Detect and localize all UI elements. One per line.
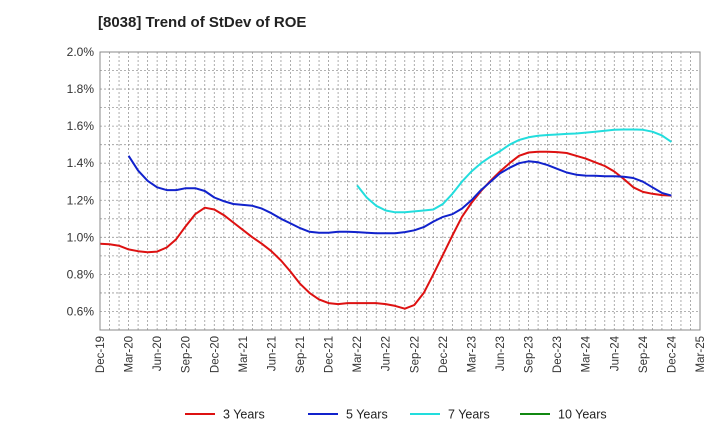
x-tick-label: Jun-22 bbox=[381, 336, 393, 371]
x-tick-label: Sep-23 bbox=[524, 336, 536, 373]
x-tick-label: Dec-22 bbox=[438, 336, 450, 373]
x-tick-label: Dec-24 bbox=[666, 335, 678, 373]
x-tick-label: Dec-21 bbox=[324, 336, 336, 373]
x-tick-label: Mar-22 bbox=[352, 336, 364, 372]
x-tick-label: Dec-23 bbox=[552, 336, 564, 373]
chart-title: [8038] Trend of StDev of ROE bbox=[98, 14, 307, 31]
y-tick-label: 2.0% bbox=[67, 45, 95, 59]
legend-label: 5 Years bbox=[346, 408, 388, 422]
x-tick-label: Mar-20 bbox=[124, 336, 136, 372]
y-tick-label: 0.6% bbox=[67, 304, 95, 318]
x-tick-label: Mar-24 bbox=[581, 335, 593, 372]
series-line-5-years bbox=[127, 155, 672, 235]
legend: 3 Years 5 Years 7 Years 10 Years bbox=[185, 408, 607, 422]
x-tick-label: Mar-23 bbox=[466, 336, 478, 372]
x-tick-label: Mar-21 bbox=[238, 336, 250, 372]
x-tick-label: Sep-24 bbox=[638, 335, 650, 373]
x-tick-label: Jun-23 bbox=[495, 336, 507, 371]
x-tick-label: Sep-21 bbox=[295, 336, 307, 373]
y-tick-label: 1.2% bbox=[67, 193, 95, 207]
series-line-3-years bbox=[99, 150, 672, 310]
plot-frame bbox=[99, 51, 701, 331]
x-tick-label: Mar-25 bbox=[695, 336, 707, 372]
y-axis-ticks: 0.6% 0.8% 1.0% 1.2% 1.4% 1.6% 1.8% 2.0% bbox=[67, 45, 95, 318]
x-tick-label: Jun-21 bbox=[266, 336, 278, 371]
legend-label: 3 Years bbox=[223, 408, 265, 422]
x-axis-ticks: Dec-19 Mar-20 Jun-20 Sep-20 Dec-20 Mar-21 Jun-… bbox=[95, 335, 707, 373]
x-tick-label: Sep-20 bbox=[181, 336, 193, 373]
x-tick-label: Dec-19 bbox=[95, 336, 107, 373]
y-tick-label: 1.6% bbox=[67, 119, 95, 133]
series-lines bbox=[99, 128, 672, 310]
x-tick-label: Dec-20 bbox=[209, 336, 221, 373]
x-tick-label: Jun-20 bbox=[152, 336, 164, 371]
legend-label: 10 Years bbox=[558, 408, 607, 422]
legend-label: 7 Years bbox=[448, 408, 490, 422]
grid bbox=[100, 52, 700, 330]
series-line-7-years bbox=[356, 128, 672, 214]
y-tick-label: 1.8% bbox=[67, 82, 95, 96]
y-tick-label: 0.8% bbox=[67, 267, 95, 281]
y-tick-label: 1.0% bbox=[67, 230, 95, 244]
y-tick-label: 1.4% bbox=[67, 156, 95, 170]
x-tick-label: Sep-22 bbox=[409, 336, 421, 373]
x-tick-label: Jun-24 bbox=[609, 335, 621, 371]
